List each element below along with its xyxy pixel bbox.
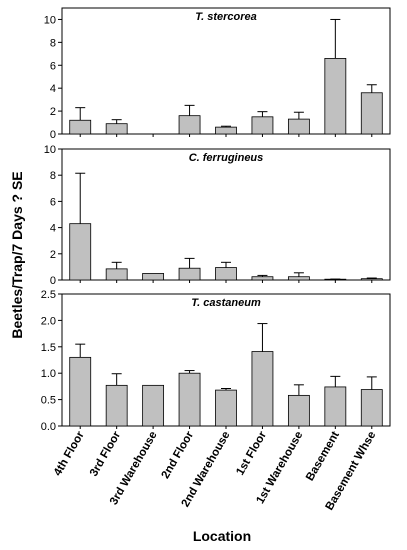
y-tick-label: 1.0 [41, 368, 56, 380]
bar-basement-whse [360, 278, 383, 281]
bar-2nd-warehouse [215, 389, 237, 427]
y-tick-label: 4 [50, 223, 56, 235]
bar-1st-floor [251, 351, 274, 427]
panel-title: C. ferrugineus [189, 152, 264, 164]
bar-1st-warehouse [287, 118, 310, 135]
panel-1: T. stercorea 0 2 4 6 8 10 [44, 7, 391, 141]
bar-2nd-warehouse [215, 267, 237, 281]
x-tick-label: Basement [304, 429, 342, 483]
y-tick-label: 8 [50, 170, 56, 182]
y-axis-label: Beetles/Trap/7 Days ? SE [9, 171, 25, 338]
y-tick-label: 6 [50, 60, 56, 72]
bar-4th-floor [69, 223, 92, 281]
bar-basement [324, 386, 347, 427]
panel-3: T. castaneum 0.0 0.5 1.0 1.5 2.0 2.5 [41, 289, 391, 433]
y-tick-label: 1.5 [41, 342, 56, 354]
bar-4th-floor [69, 119, 92, 135]
bar-4th-floor [69, 356, 92, 427]
bar-1st-warehouse [287, 276, 310, 281]
x-axis-label: Location [193, 528, 251, 544]
plot-frame [61, 148, 391, 281]
x-tick-label: 1st Floor [234, 429, 269, 478]
bar-3rd-warehouse [142, 273, 165, 281]
bar-basement-whse [360, 389, 383, 427]
bar-3rd-floor [105, 123, 128, 135]
panel-2: C. ferrugineus 0 2 4 6 8 10 [44, 144, 391, 287]
bar-1st-floor [251, 116, 274, 135]
bar-3rd-floor [105, 384, 128, 427]
bar-3rd-warehouse [142, 384, 165, 427]
y-tick-label: 2 [50, 249, 56, 261]
y-tick-label: 10 [44, 144, 56, 156]
y-tick-label: 0.5 [41, 395, 56, 407]
bar-2nd-warehouse [215, 126, 237, 135]
bar-basement-whse [360, 92, 383, 135]
chart-panels: T. stercorea 0 2 4 6 8 10 C. ferrugineus 0 2 4 6 8 10… [41, 7, 391, 433]
panel-title: T. stercorea [195, 11, 257, 23]
bar-1st-warehouse [287, 394, 310, 427]
y-tick-label: 2 [50, 106, 56, 118]
bar-1st-floor [251, 276, 274, 281]
bar-2nd-floor [178, 372, 201, 427]
y-tick-label: 0 [50, 129, 56, 141]
panel-title: T. castaneum [191, 297, 261, 309]
y-tick-label: 2.5 [41, 289, 56, 301]
y-tick-label: 0 [50, 275, 56, 287]
x-tick-label: 4th Floor [52, 429, 87, 478]
y-tick-label: 2.0 [41, 315, 56, 327]
x-tick-label: 2nd Floor [160, 429, 197, 481]
bar-basement [324, 58, 347, 135]
bar-2nd-floor [178, 267, 201, 281]
y-tick-label: 4 [50, 83, 56, 95]
y-tick-label: 6 [50, 196, 56, 208]
y-tick-label: 0.0 [41, 421, 56, 433]
bar-3rd-floor [105, 268, 128, 281]
y-tick-label: 8 [50, 37, 56, 49]
bar-2nd-floor [178, 115, 201, 135]
x-tick-label: 3rd Floor [88, 429, 124, 479]
y-tick-label: 10 [44, 14, 56, 26]
